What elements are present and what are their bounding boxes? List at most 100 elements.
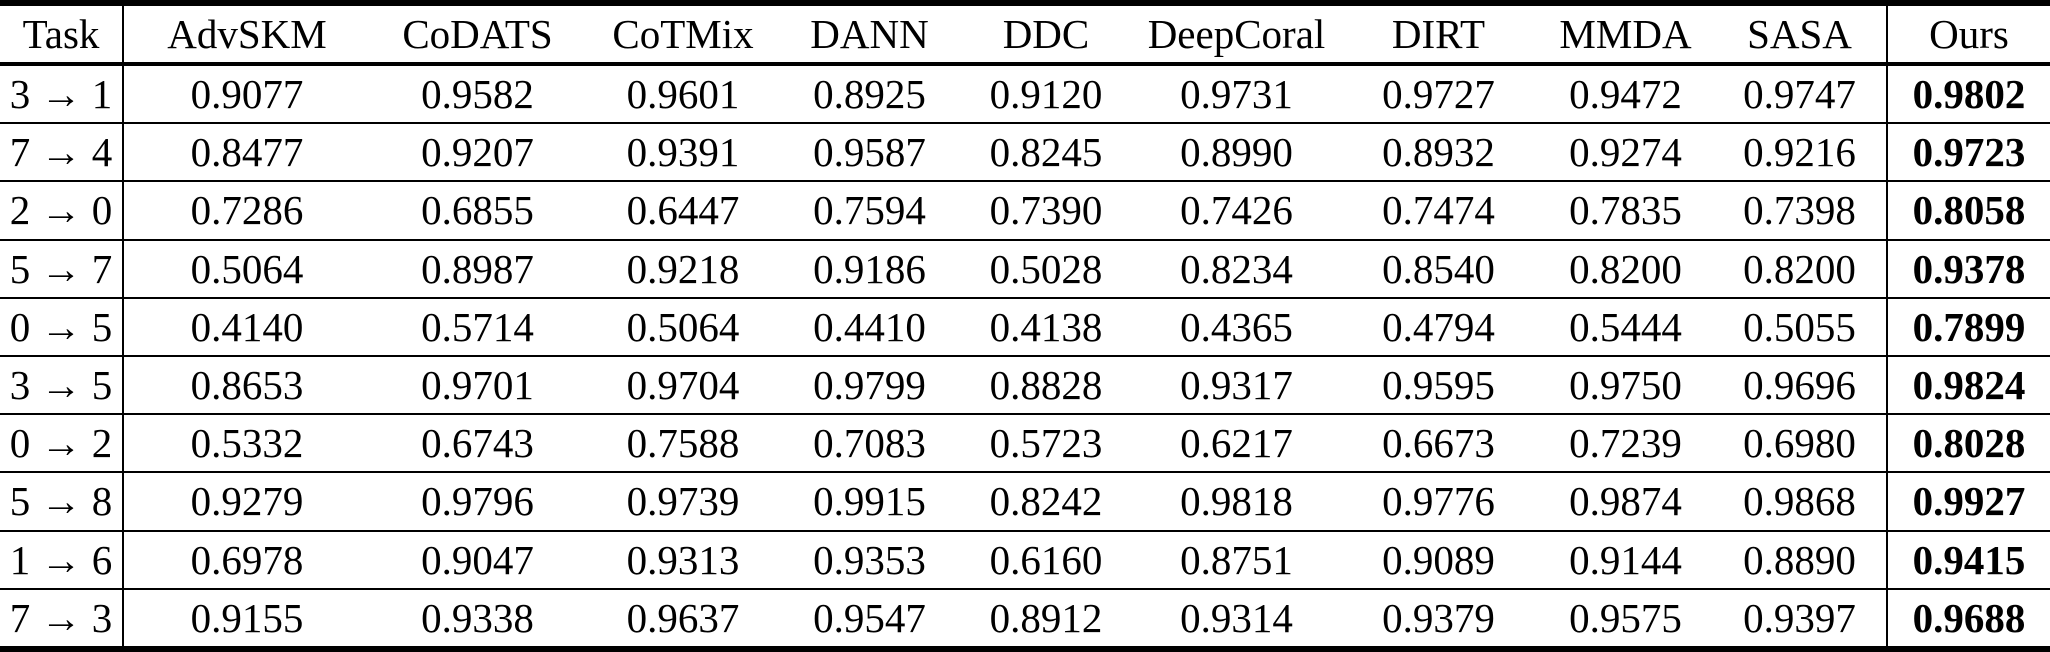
cell-codats: 0.9701 [370, 355, 585, 416]
cell-codats: 0.9338 [370, 588, 585, 651]
column-header-deepcoral: DeepCoral [1134, 3, 1339, 66]
task-label: 0 → 2 [0, 414, 124, 474]
cell-cotmix: 0.7588 [585, 414, 781, 474]
cell-cotmix: 0.9313 [585, 530, 781, 590]
cell-sasa: 0.8890 [1713, 530, 1887, 590]
cell-dirt: 0.8540 [1339, 239, 1538, 299]
cell-ddc: 0.8242 [958, 472, 1134, 532]
cell-dirt: 0.9379 [1339, 588, 1538, 651]
cell-advskm: 0.6978 [123, 530, 370, 590]
cell-ours: 0.8058 [1886, 181, 2050, 241]
cell-dann: 0.8925 [781, 64, 958, 125]
cell-ddc: 0.6160 [958, 530, 1134, 590]
cell-cotmix: 0.6447 [585, 181, 781, 241]
task-label: 3 → 1 [0, 64, 124, 125]
cell-advskm: 0.9155 [123, 588, 370, 651]
cell-deepcoral: 0.9314 [1134, 588, 1339, 651]
cell-dann: 0.9799 [781, 355, 958, 416]
cell-dann: 0.9915 [781, 472, 958, 532]
cell-mmda: 0.9874 [1538, 472, 1713, 532]
cell-codats: 0.9582 [370, 64, 585, 125]
cell-ours: 0.9723 [1886, 123, 2050, 183]
cell-ours: 0.9824 [1886, 355, 2050, 416]
cell-deepcoral: 0.8990 [1134, 123, 1339, 183]
cell-advskm: 0.5064 [123, 239, 370, 299]
cell-codats: 0.9796 [370, 472, 585, 532]
cell-sasa: 0.9747 [1713, 64, 1887, 125]
column-header-dirt: DIRT [1339, 3, 1538, 66]
cell-ours: 0.7899 [1886, 297, 2050, 357]
cell-sasa: 0.7398 [1713, 181, 1887, 241]
cell-cotmix: 0.9391 [585, 123, 781, 183]
cell-mmda: 0.9144 [1538, 530, 1713, 590]
cell-ddc: 0.8912 [958, 588, 1134, 651]
cell-codats: 0.8987 [370, 239, 585, 299]
cell-cotmix: 0.9739 [585, 472, 781, 532]
cell-sasa: 0.6980 [1713, 414, 1887, 474]
task-label: 0 → 5 [0, 297, 124, 357]
cell-deepcoral: 0.9317 [1134, 355, 1339, 416]
cell-deepcoral: 0.4365 [1134, 297, 1339, 357]
header-row: Task AdvSKM CoDATS CoTMix DANN DDC DeepCoral DI… [0, 3, 2050, 66]
cell-ours: 0.9927 [1886, 472, 2050, 532]
cell-cotmix: 0.9637 [585, 588, 781, 651]
cell-ddc: 0.8245 [958, 123, 1134, 183]
column-header-ours: Ours [1886, 3, 2050, 66]
cell-deepcoral: 0.8234 [1134, 239, 1339, 299]
cell-sasa: 0.5055 [1713, 297, 1887, 357]
cell-deepcoral: 0.8751 [1134, 530, 1339, 590]
cell-dann: 0.9547 [781, 588, 958, 651]
table-row: 2 → 0 0.7286 0.6855 0.6447 0.7594 0.7390 0.742… [0, 181, 2050, 241]
cell-ddc: 0.4138 [958, 297, 1134, 357]
column-header-mmda: MMDA [1538, 3, 1713, 66]
cell-advskm: 0.9279 [123, 472, 370, 532]
cell-dirt: 0.9595 [1339, 355, 1538, 416]
column-header-ddc: DDC [958, 3, 1134, 66]
cell-deepcoral: 0.6217 [1134, 414, 1339, 474]
cell-mmda: 0.9472 [1538, 64, 1713, 125]
cell-dann: 0.7594 [781, 181, 958, 241]
cell-cotmix: 0.5064 [585, 297, 781, 357]
task-label: 5 → 8 [0, 472, 124, 532]
cell-mmda: 0.8200 [1538, 239, 1713, 299]
cell-dirt: 0.6673 [1339, 414, 1538, 474]
column-header-cotmix: CoTMix [585, 3, 781, 66]
cell-advskm: 0.4140 [123, 297, 370, 357]
cell-ours: 0.9378 [1886, 239, 2050, 299]
cell-mmda: 0.9575 [1538, 588, 1713, 651]
table-row: 5 → 8 0.9279 0.9796 0.9739 0.9915 0.8242 0.981… [0, 472, 2050, 532]
cell-codats: 0.6855 [370, 181, 585, 241]
table-row: 7 → 3 0.9155 0.9338 0.9637 0.9547 0.8912 0.931… [0, 588, 2050, 651]
column-header-dann: DANN [781, 3, 958, 66]
task-label: 3 → 5 [0, 355, 124, 416]
cell-advskm: 0.8653 [123, 355, 370, 416]
cell-cotmix: 0.9601 [585, 64, 781, 125]
cell-deepcoral: 0.7426 [1134, 181, 1339, 241]
cell-dirt: 0.8932 [1339, 123, 1538, 183]
cell-sasa: 0.9868 [1713, 472, 1887, 532]
cell-cotmix: 0.9218 [585, 239, 781, 299]
cell-dirt: 0.9776 [1339, 472, 1538, 532]
cell-ours: 0.9688 [1886, 588, 2050, 651]
table-row: 5 → 7 0.5064 0.8987 0.9218 0.9186 0.5028 0.823… [0, 239, 2050, 299]
cell-mmda: 0.7835 [1538, 181, 1713, 241]
cell-deepcoral: 0.9731 [1134, 64, 1339, 125]
cell-mmda: 0.9274 [1538, 123, 1713, 183]
cell-codats: 0.5714 [370, 297, 585, 357]
table-row: 7 → 4 0.8477 0.9207 0.9391 0.9587 0.8245 0.899… [0, 123, 2050, 183]
cell-ddc: 0.9120 [958, 64, 1134, 125]
cell-ours: 0.9802 [1886, 64, 2050, 125]
table-row: 0 → 2 0.5332 0.6743 0.7588 0.7083 0.5723 0.621… [0, 414, 2050, 474]
cell-dirt: 0.7474 [1339, 181, 1538, 241]
column-header-task: Task [0, 3, 124, 66]
table-row: 3 → 5 0.8653 0.9701 0.9704 0.9799 0.8828 0.931… [0, 355, 2050, 416]
cell-ddc: 0.5723 [958, 414, 1134, 474]
cell-dann: 0.9353 [781, 530, 958, 590]
table-row: 3 → 1 0.9077 0.9582 0.9601 0.8925 0.9120 0.973… [0, 64, 2050, 125]
cell-dirt: 0.4794 [1339, 297, 1538, 357]
column-header-advskm: AdvSKM [123, 3, 370, 66]
cell-ddc: 0.7390 [958, 181, 1134, 241]
cell-mmda: 0.7239 [1538, 414, 1713, 474]
cell-dann: 0.7083 [781, 414, 958, 474]
